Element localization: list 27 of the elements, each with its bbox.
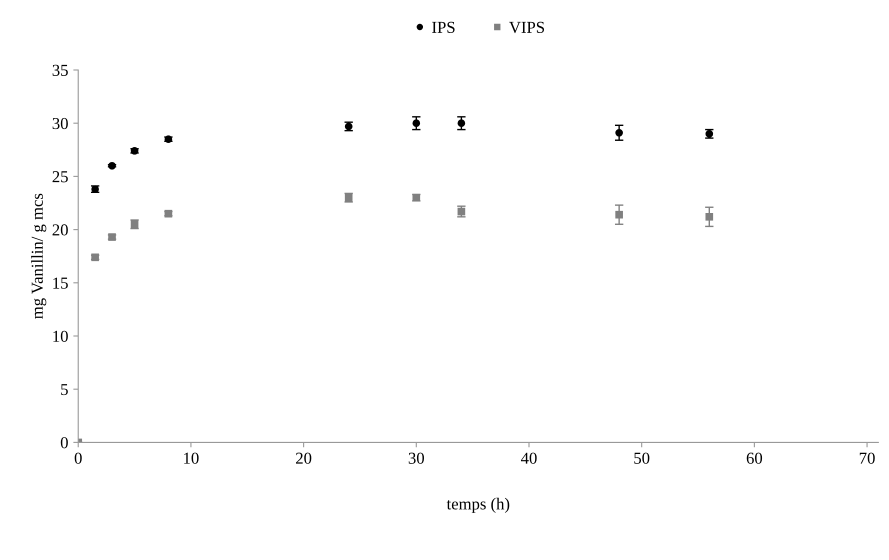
legend-label: IPS: [432, 22, 455, 33]
y-tick-label: 10: [53, 330, 68, 342]
point: [615, 128, 623, 137]
x-tick-label: 30: [408, 452, 424, 464]
x-tick-label: 70: [860, 452, 875, 464]
point: [108, 162, 116, 170]
y-tick-label: 5: [61, 384, 68, 396]
y-tick-label: 35: [52, 64, 68, 76]
legend-label: VIPS: [509, 22, 544, 34]
x-tick-label: 40: [520, 452, 537, 464]
y-tick-label: 0: [60, 437, 68, 448]
y-tick-label: 30: [52, 118, 68, 130]
point: [458, 119, 466, 128]
x-tick-label: 10: [184, 452, 199, 464]
x-axis-title: temps (h): [446, 498, 510, 513]
x-tick-label: 50: [634, 452, 650, 464]
point: [458, 208, 466, 216]
point: [615, 210, 623, 219]
y-tick-label: 25: [52, 171, 68, 182]
point: [705, 213, 714, 221]
y-axis-title: mg Vanillin/ g mcs: [31, 194, 46, 319]
x-tick-label: 20: [296, 452, 312, 464]
x-tick-label: 60: [746, 452, 762, 464]
y-tick-label: 15: [53, 278, 68, 289]
x-tick-label: 0: [74, 452, 82, 464]
y-tick-label: 20: [52, 224, 68, 236]
point: [412, 119, 420, 128]
